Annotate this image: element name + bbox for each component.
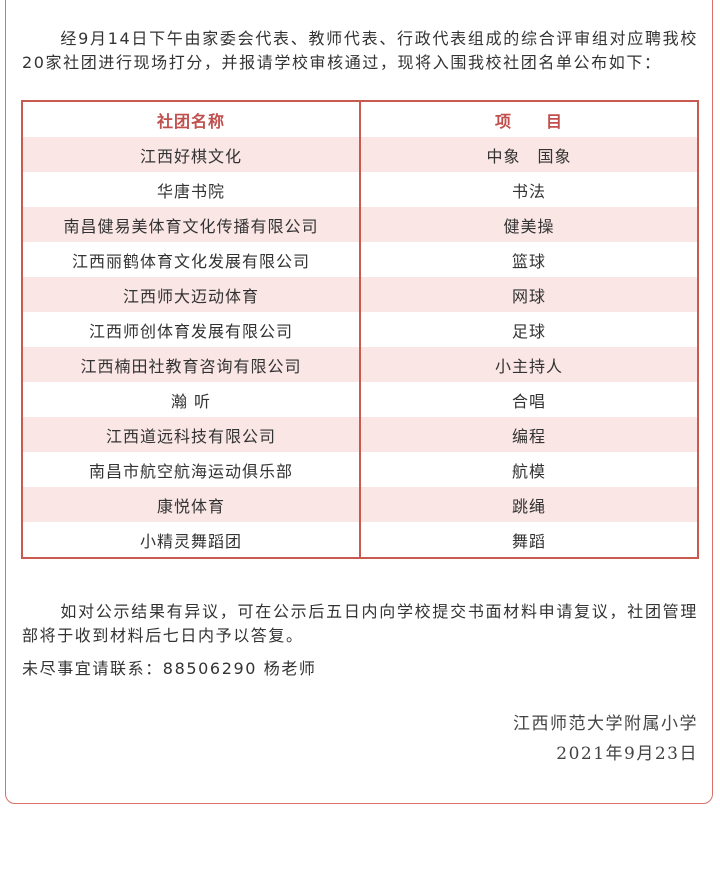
table-row: 南昌市航空航海运动俱乐部 航模 (22, 452, 698, 487)
contact: 未尽事宜请联系：88506290 杨老师 (22, 659, 317, 678)
table-row: 江西好棋文化 中象 国象 (22, 137, 698, 172)
table-row: 华唐书院 书法 (22, 172, 698, 207)
table-cell: 江西丽鹤体育文化发展有限公司 (22, 242, 361, 277)
table-cell: 小精灵舞蹈团 (22, 522, 361, 558)
table-cell: 江西好棋文化 (22, 137, 361, 172)
table-row: 江西师创体育发展有限公司 足球 (22, 312, 698, 347)
table-cell: 网球 (360, 277, 698, 312)
table-cell: 航模 (511, 461, 546, 481)
table-row: 瀚 听 合唱 (22, 382, 698, 417)
table-row: 江西道远科技有限公司 编程 (22, 417, 698, 452)
notice-frame (5, 0, 713, 804)
table-cell: 江西师大迈动体育 (22, 277, 361, 312)
table-cell: 康悦体育 (22, 487, 361, 522)
club-table: 社团名称 项 目 江西好棋文化 中象 国象 华唐书院 书法南昌健易美体育文化传播有限公… (21, 100, 699, 559)
table-cell: 中象 国象 (360, 137, 698, 172)
table-cell: 江西道远科技有限公司 (22, 417, 361, 452)
intro-paragraph: 经9月14日下午由家委会代表、教师代表、行政代表组成的综合评审组对应聘我校20家… (22, 29, 698, 72)
table-cell: 足球 (511, 321, 546, 341)
table-cell: 南昌健易美体育文化传播有限公司 (22, 207, 361, 242)
table-cell: 江西师创体育发展有限公司 (22, 312, 361, 347)
table-cell: 小主持人 (360, 347, 698, 382)
table-cell: 舞蹈 (511, 531, 546, 551)
table-cell: 华唐书院 (22, 172, 361, 207)
header-row: 社团名称 项 目 (22, 101, 698, 137)
table-cell: 书法 (511, 181, 546, 201)
table-cell: 健美操 (360, 207, 698, 242)
table-row: 江西楠田社教育咨询有限公司 小主持人 (22, 347, 698, 382)
table-cell: 瀚 听 (22, 382, 361, 417)
table-row: 康悦体育 跳绳 (22, 487, 698, 522)
closing-paragraph: 如对公示结果有异议，可在公示后五日内向学校提交书面材料申请复议，社团管理部将于收… (22, 602, 698, 645)
table-row: 南昌健易美体育文化传播有限公司 健美操 (22, 207, 698, 242)
header-cell: 项 目 (494, 111, 563, 131)
table-cell: 篮球 (511, 251, 546, 271)
table-cell: 南昌市航空航海运动俱乐部 (22, 452, 361, 487)
table-cell: 江西楠田社教育咨询有限公司 (22, 347, 361, 382)
signature: 江西师范大学附属小学 (513, 714, 698, 734)
table-row: 江西师大迈动体育 网球 (22, 277, 698, 312)
table-cell: 跳绳 (360, 487, 698, 522)
header-cell: 社团名称 (22, 101, 361, 137)
date: 2021年9月23日 (556, 744, 698, 764)
table-cell: 编程 (360, 417, 698, 452)
table-row: 江西丽鹤体育文化发展有限公司 篮球 (22, 242, 698, 277)
table-cell: 合唱 (511, 391, 546, 411)
table-row: 小精灵舞蹈团 舞蹈 (22, 522, 698, 558)
